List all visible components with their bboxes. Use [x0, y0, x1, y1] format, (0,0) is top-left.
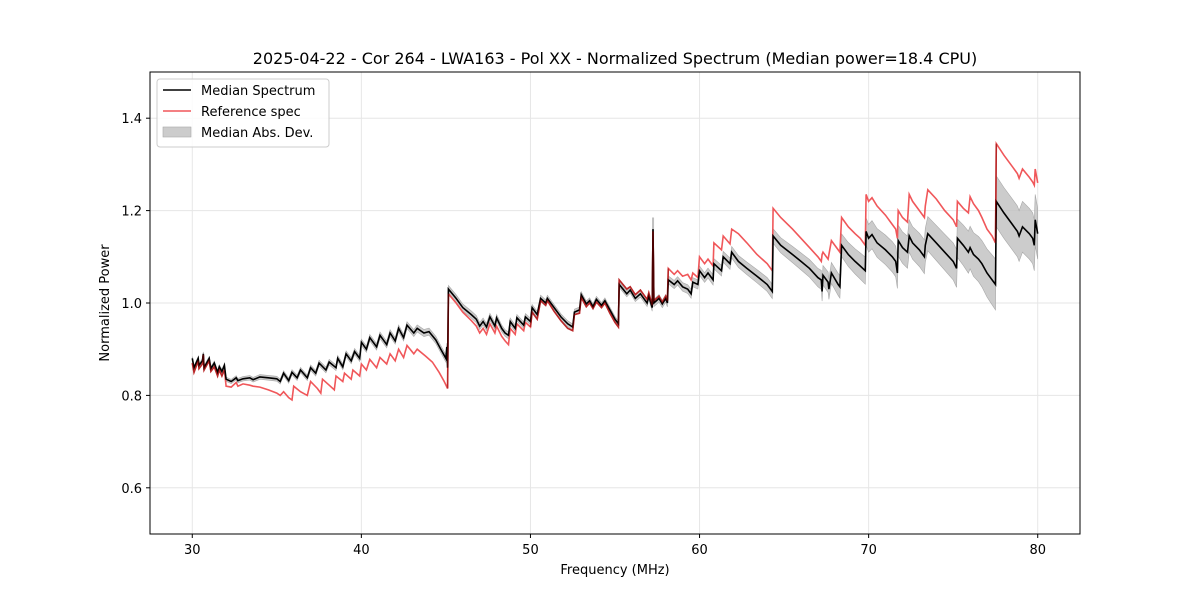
x-tick-label: 70 — [860, 543, 877, 558]
y-axis-label: Normalized Power — [98, 244, 113, 362]
y-axis: 0.6 0.8 1.0 1.2 1.4 — [121, 112, 150, 497]
legend-label-mad: Median Abs. Dev. — [201, 126, 313, 141]
y-tick-label: 0.8 — [121, 389, 142, 404]
series-median-spectrum — [191, 198, 1039, 383]
legend: Median Spectrum Reference spec Median Ab… — [156, 78, 330, 148]
y-tick-label: 0.6 — [121, 482, 142, 497]
x-axis-label: Frequency (MHz) — [560, 563, 669, 578]
plot-area — [191, 140, 1039, 402]
x-tick-label: 30 — [184, 543, 201, 558]
series-overlap-dark-red — [191, 143, 998, 389]
mad-band-area — [192, 175, 1038, 385]
y-tick-label: 1.0 — [121, 297, 142, 312]
x-axis: 30 40 50 60 70 80 — [184, 534, 1046, 558]
y-tick-label: 1.4 — [121, 112, 142, 127]
legend-label-reference: Reference spec — [201, 105, 301, 120]
legend-swatch-mad — [162, 126, 192, 138]
x-tick-label: 60 — [691, 543, 708, 558]
legend-box — [156, 78, 330, 148]
chart-title: 2025-04-22 - Cor 264 - LWA163 - Pol XX -… — [253, 49, 977, 68]
x-tick-label: 50 — [522, 543, 539, 558]
y-tick-label: 1.2 — [121, 205, 142, 220]
legend-label-median: Median Spectrum — [201, 84, 315, 99]
x-tick-label: 40 — [353, 543, 370, 558]
x-tick-label: 80 — [1029, 543, 1046, 558]
